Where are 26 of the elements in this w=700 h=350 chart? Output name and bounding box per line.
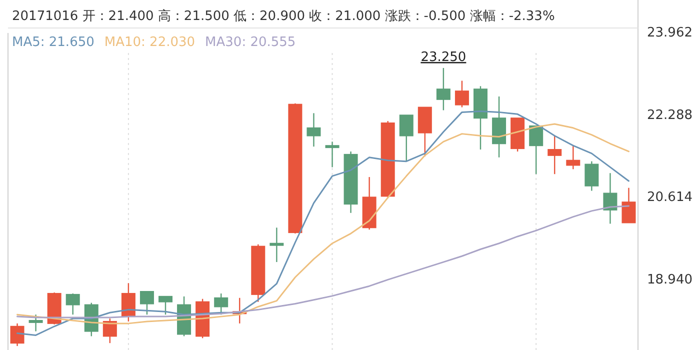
candlestick	[436, 67, 450, 111]
candlestick	[454, 80, 469, 108]
candlestick	[529, 125, 544, 175]
candlestick	[584, 160, 599, 192]
candlestick	[140, 290, 154, 316]
y-tick-label: 18.940	[647, 272, 692, 288]
candlestick	[566, 145, 580, 170]
candlestick	[28, 314, 43, 332]
text: MA10: 22.030	[104, 35, 196, 50]
candlestick	[603, 172, 618, 224]
candlestick	[270, 227, 284, 263]
text: MA5: 21.650	[12, 35, 94, 50]
y-tick-label: 23.962	[647, 26, 692, 41]
y-tick-label: 20.614	[647, 190, 692, 206]
candlestick	[306, 112, 321, 148]
candlestick	[66, 292, 80, 316]
candlestick	[622, 187, 636, 224]
candlestick	[548, 135, 562, 175]
text: MA30: 20.555	[205, 35, 296, 50]
candlestick	[10, 322, 24, 347]
chart-title: 20171016 开：21.400 高：21.500 低：20.900 收：21.000 涨跌：-0.500 涨幅：-2.33%	[12, 8, 555, 24]
annotation: 23.250	[420, 50, 466, 65]
candlestick	[325, 141, 340, 168]
candlestick	[399, 114, 414, 162]
y-tick-label: 22.288	[647, 108, 692, 123]
candlestick	[158, 296, 172, 316]
